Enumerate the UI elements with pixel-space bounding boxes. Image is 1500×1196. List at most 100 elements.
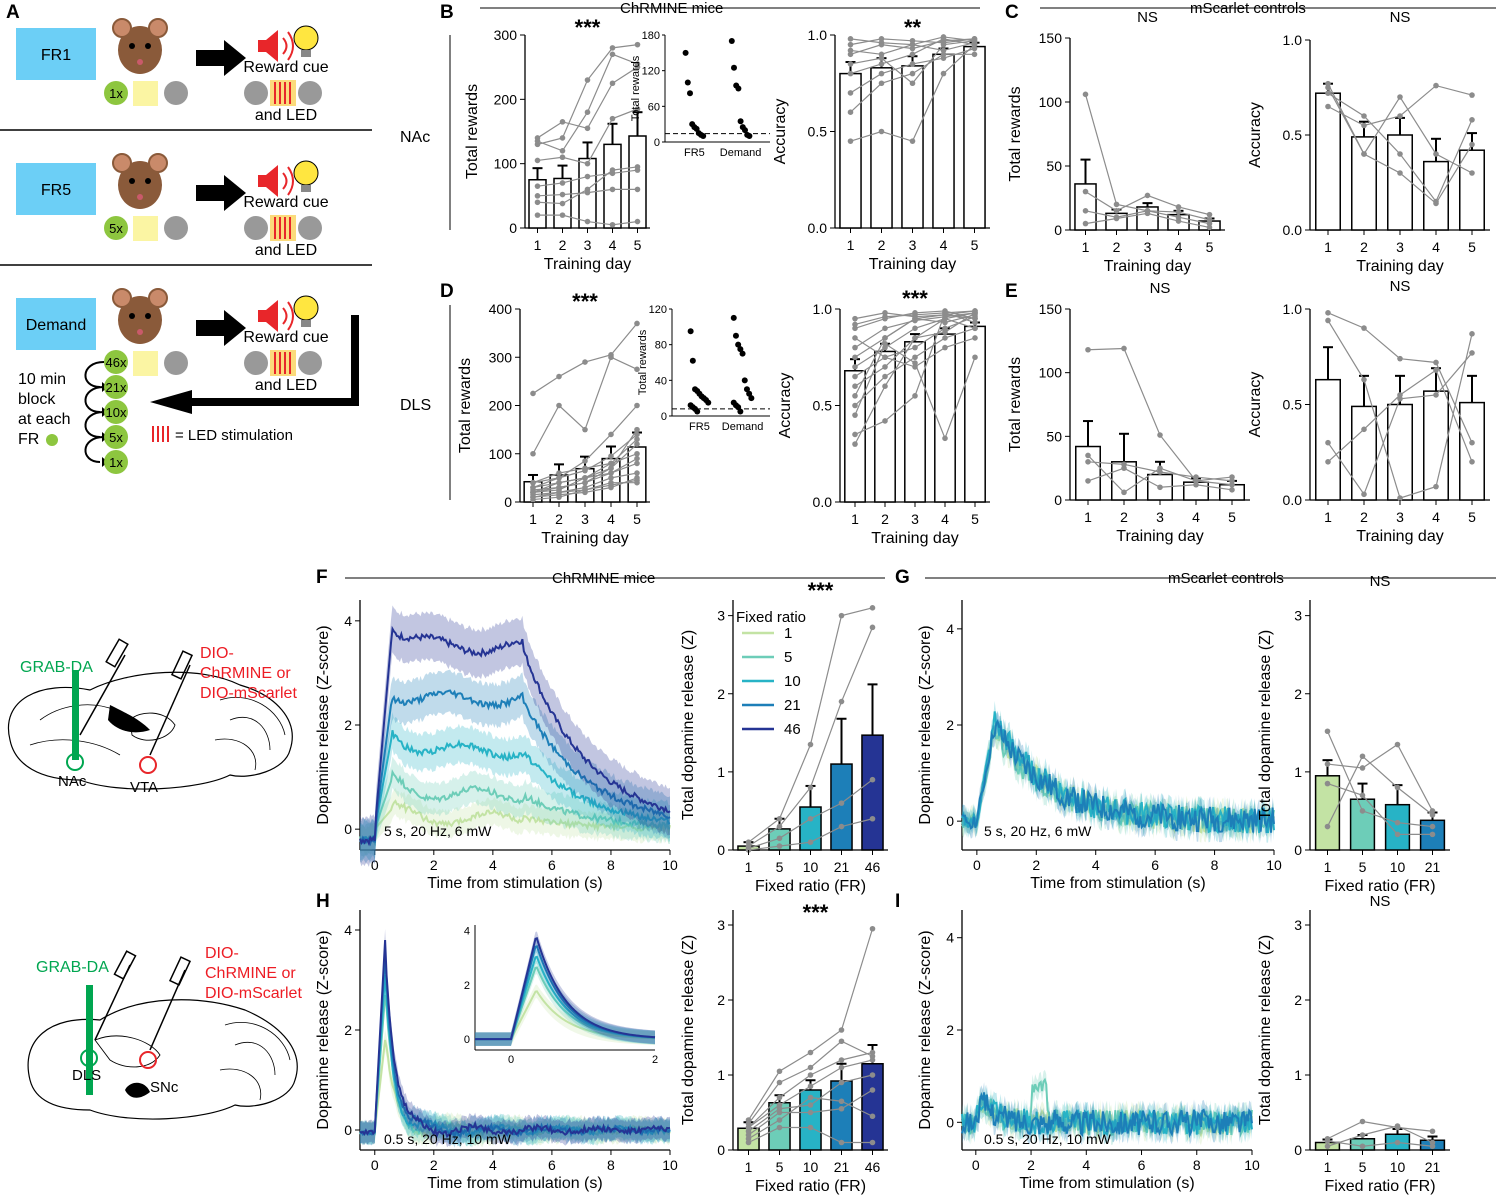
individual-point <box>882 335 888 341</box>
individual-point <box>882 418 888 424</box>
individual-line <box>532 323 638 394</box>
individual-point <box>878 70 885 77</box>
individual-line <box>1327 743 1434 812</box>
panel-letter-d: D <box>440 281 454 302</box>
y-tick-label: 2 <box>1294 992 1302 1008</box>
dio-label: DIO- <box>200 645 234 662</box>
individual-point <box>776 823 783 830</box>
individual-point <box>1121 465 1127 471</box>
data-point <box>689 357 696 364</box>
individual-point <box>1429 808 1436 814</box>
fr-circle <box>104 350 128 374</box>
mouse-nose <box>137 59 143 65</box>
series-line <box>961 724 1275 835</box>
y-tick-label: 1.0 <box>813 301 833 317</box>
individual-line <box>1327 1120 1433 1140</box>
y-tick-label: 0 <box>717 1142 725 1158</box>
sem-band <box>360 929 670 1148</box>
x-tick-label: 5 <box>1359 859 1367 875</box>
grab-label: GRAB-DA <box>20 659 93 676</box>
fr-circle <box>104 81 128 105</box>
individual-point <box>530 390 536 397</box>
individual-point <box>912 313 918 320</box>
bar <box>964 325 986 503</box>
panel-letter-i: I <box>895 891 900 912</box>
individual-point <box>609 51 616 58</box>
x-tick-label: 2 <box>878 237 886 253</box>
y-axis-label: Total rewards <box>464 84 481 179</box>
individual-point <box>634 470 640 476</box>
y-tick-label: 50 <box>1046 158 1062 174</box>
individual-point <box>1082 220 1089 227</box>
x-tick-label: 3 <box>1156 509 1164 525</box>
individual-point <box>1361 426 1367 433</box>
bar <box>963 45 986 229</box>
x-tick-label: 2 <box>881 511 889 527</box>
individual-point <box>971 37 978 44</box>
individual-point <box>745 839 752 845</box>
individual-point <box>1433 483 1439 490</box>
individual-point <box>909 61 916 67</box>
individual-point <box>847 41 854 48</box>
x-tick-label: 0 <box>508 1054 514 1066</box>
sound-wave <box>282 166 294 196</box>
led-cue-label: and LED <box>255 377 317 394</box>
x-tick-label: 0 <box>371 857 379 873</box>
mouse-eye <box>129 178 135 184</box>
individual-point <box>1397 94 1403 100</box>
y-axis-label: Total dopamine release (Z) <box>680 935 697 1125</box>
individual-point <box>847 70 854 77</box>
individual-point <box>869 1113 876 1120</box>
x-tick-label: 3 <box>581 511 589 527</box>
x-tick-label: 8 <box>607 857 615 873</box>
y-tick-label: 3 <box>1294 917 1302 933</box>
individual-point <box>776 815 783 822</box>
y-tick-label: 0.5 <box>813 398 833 414</box>
individual-point <box>838 800 845 806</box>
individual-point <box>1085 459 1091 465</box>
individual-point <box>609 45 616 51</box>
individual-point <box>1085 346 1091 353</box>
individual-point <box>909 37 916 44</box>
individual-point <box>556 402 562 409</box>
individual-point <box>878 61 885 67</box>
x-tick-label: FR5 <box>684 147 705 159</box>
individual-point <box>1469 331 1475 337</box>
x-axis-label: Time from stimulation (s) <box>427 875 602 892</box>
individual-point <box>776 1079 783 1086</box>
mouse-ear <box>148 18 168 38</box>
x-tick-label: 1 <box>745 859 753 875</box>
y-tick-label: 150 <box>1039 30 1063 46</box>
individual-point <box>1397 495 1403 501</box>
individual-point <box>1144 210 1151 217</box>
bar-chart-c_rewards: 0 50 100 150 1 2 3 4 5 Training day Total rewards N… <box>1007 9 1225 275</box>
y-tick-label: 1.0 <box>1283 301 1303 317</box>
individual-line <box>1327 1140 1433 1147</box>
panel-letter-b: B <box>440 2 454 23</box>
individual-point <box>1206 220 1213 227</box>
individual-point <box>807 1049 814 1056</box>
mouse-icon <box>112 288 168 344</box>
individual-point <box>807 1083 814 1090</box>
data-point <box>732 332 739 339</box>
individual-point <box>912 335 918 341</box>
trace-plot-i_trace: 0 2 4 0 2 4 6 8 10 Time from stimulation (s) Dopam… <box>917 910 1260 1192</box>
y-tick-label: 40 <box>655 375 667 387</box>
legend-title: Fixed ratio <box>736 609 806 626</box>
significance-label: *** <box>808 578 834 603</box>
y-axis-label: Total dopamine release (Z) <box>1257 630 1274 820</box>
individual-point <box>1361 113 1367 119</box>
individual-point <box>909 138 916 144</box>
demand-ladder: 46x 21x 10x 5x 1x 10 min block at each FR = … <box>18 315 359 474</box>
individual-point <box>807 784 814 791</box>
individual-point <box>1082 188 1089 195</box>
individual-point <box>912 344 918 351</box>
bar <box>1384 803 1411 851</box>
individual-line <box>1326 755 1433 827</box>
individual-point <box>1394 1123 1401 1129</box>
x-tick-label: 4 <box>489 857 497 873</box>
legend-label: 46 <box>784 721 801 738</box>
bar-chart-i_bars: 0 1 2 3 1 5 10 21 Fixed ratio (FR) Total dopamine… <box>1257 893 1450 1195</box>
bar <box>1315 92 1341 231</box>
y-tick-label: 50 <box>1046 428 1062 444</box>
